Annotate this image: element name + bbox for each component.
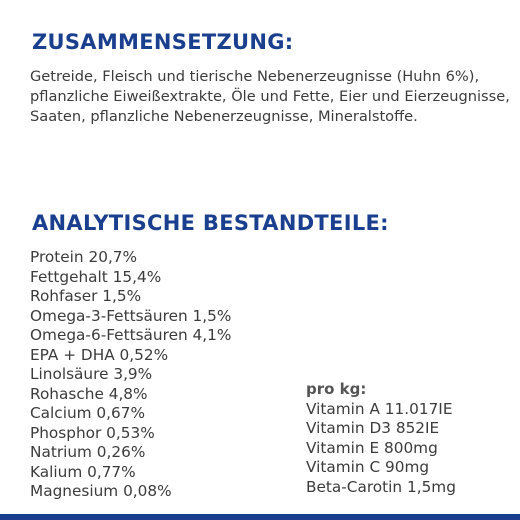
bottom-accent-bar — [0, 514, 520, 520]
analytics-item: Fettgehalt 15,4% — [30, 267, 162, 286]
per-kg-section: pro kg: Vitamin A 11.017IE Vitamin D3 85… — [306, 380, 456, 497]
composition-heading: ZUSAMMENSETZUNG: — [32, 30, 294, 54]
analytics-item: Phosphor 0,53% — [30, 423, 155, 442]
analytics-heading: ANALYTISCHE BESTANDTEILE: — [32, 211, 389, 235]
vitamin-list: Vitamin A 11.017IE Vitamin D3 852IE Vita… — [306, 400, 456, 498]
analytics-item: Magnesium 0,08% — [30, 482, 172, 500]
analytics-item: Linolsäure 3,9% — [30, 365, 153, 383]
analytics-item: Natrium 0,26% — [30, 443, 146, 461]
analytics-item: Rohfaser 1,5% — [30, 287, 142, 305]
composition-text: Getreide, Fleisch und tierische Nebenerz… — [30, 68, 510, 125]
vitamin-item: Vitamin A 11.017IE — [306, 399, 453, 418]
vitamin-item: Vitamin E 800mg — [306, 438, 438, 457]
vitamin-item: Vitamin C 90mg — [306, 458, 430, 476]
analytics-list: Protein 20,7% Fettgehalt 15,4% Rohfaser … — [30, 248, 231, 502]
analytics-item: Rohasche 4,8% — [30, 384, 148, 403]
vitamin-item: Vitamin D3 852IE — [306, 419, 440, 437]
analytics-item: Kalium 0,77% — [30, 462, 136, 481]
analytics-item: Calcium 0,67% — [30, 404, 146, 422]
vitamin-item: Beta-Carotin 1,5mg — [306, 477, 456, 496]
analytics-item: Omega-6-Fettsäuren 4,1% — [30, 326, 232, 344]
analytics-item: Protein 20,7% — [30, 248, 138, 266]
analytics-item: Omega-3-Fettsäuren 1,5% — [30, 306, 232, 325]
analytics-item: EPA + DHA 0,52% — [30, 345, 169, 364]
per-kg-heading: pro kg: — [306, 380, 367, 398]
